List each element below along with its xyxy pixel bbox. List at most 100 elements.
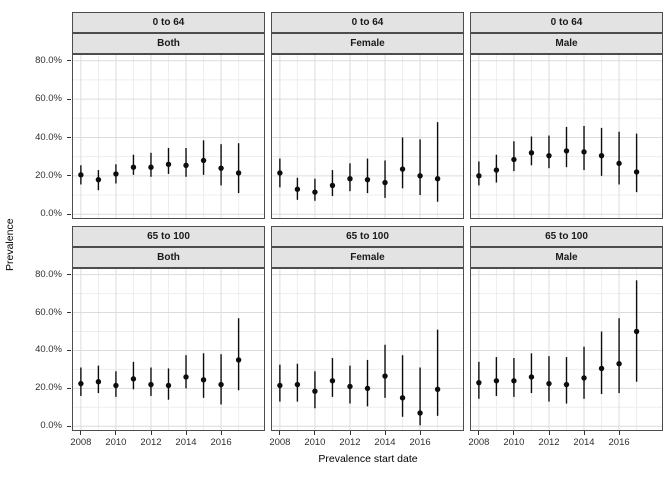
x-tick-mark	[115, 431, 117, 435]
x-tick-label: 2014	[573, 437, 595, 448]
y-tick-mark	[67, 425, 71, 427]
data-point	[277, 170, 283, 176]
y-tick-mark	[67, 349, 71, 351]
x-tick-label: 2012	[538, 437, 560, 448]
data-point	[235, 357, 242, 363]
data-point	[382, 373, 388, 379]
y-tick-mark	[67, 312, 71, 313]
x-tick-label: 2016	[409, 437, 431, 448]
x-tick-mark	[80, 431, 82, 435]
data-point	[183, 374, 189, 380]
data-point	[218, 165, 224, 171]
data-point	[511, 378, 517, 384]
y-tick-label: 60.0%	[35, 93, 62, 105]
y-tick-label: 80.0%	[35, 268, 62, 280]
x-tick-label: 2014	[374, 437, 396, 448]
panel-plot	[272, 269, 463, 430]
facet-panel-65to100-both	[72, 268, 265, 431]
y-tick-mark	[67, 213, 71, 215]
data-point	[434, 386, 441, 393]
data-point	[148, 164, 154, 170]
data-point	[546, 380, 552, 387]
data-point	[598, 365, 605, 372]
facet-strip-age-0to64-female: 0 to 64	[271, 12, 464, 33]
y-tick-label: 60.0%	[35, 306, 62, 318]
facet-strip-age-0to64-both: 0 to 64	[72, 12, 265, 33]
x-tick-mark	[220, 431, 222, 435]
data-point	[78, 380, 84, 387]
x-tick-mark	[314, 431, 316, 435]
x-tick-mark	[384, 431, 386, 435]
x-tick-label: 2012	[339, 437, 361, 448]
y-tick-mark	[67, 60, 71, 62]
x-tick-label: 2014	[175, 437, 197, 448]
x-tick-label: 2008	[468, 437, 490, 448]
data-point	[165, 161, 172, 168]
data-point	[581, 149, 587, 155]
data-point	[200, 377, 207, 383]
x-tick-label: 2010	[304, 437, 326, 448]
data-point	[277, 382, 283, 389]
panel-plot	[272, 55, 463, 218]
panel-plot	[471, 55, 662, 218]
data-point	[493, 167, 500, 173]
data-point	[476, 173, 482, 179]
y-tick-mark	[67, 274, 71, 276]
data-point	[633, 169, 640, 175]
data-point	[616, 361, 622, 367]
data-point	[511, 156, 517, 163]
data-point	[563, 381, 570, 388]
data-point	[148, 381, 154, 388]
y-tick-label: 20.0%	[35, 382, 62, 394]
data-point	[312, 189, 318, 195]
data-point	[434, 176, 441, 182]
data-point	[329, 378, 336, 384]
facet-strip-age-0to64-male: 0 to 64	[470, 12, 663, 33]
panel-plot	[73, 269, 264, 430]
data-point	[200, 157, 207, 164]
data-point	[329, 182, 336, 189]
x-tick-label: 2016	[608, 437, 630, 448]
data-point	[130, 376, 137, 382]
data-point	[399, 395, 406, 401]
x-tick-mark	[419, 431, 421, 435]
facet-strip-sex-male: Male	[470, 33, 663, 54]
data-point	[95, 176, 102, 183]
y-tick-label: 20.0%	[35, 169, 62, 181]
data-point	[364, 385, 371, 392]
facet-strip-sex-male-b: Male	[470, 247, 663, 268]
data-point	[563, 148, 570, 154]
y-tick-label: 40.0%	[35, 131, 62, 143]
data-point	[546, 152, 552, 159]
x-tick-label: 2008	[70, 437, 92, 448]
panel-plot	[73, 55, 264, 218]
x-tick-mark	[279, 431, 281, 435]
x-tick-label: 2012	[140, 437, 162, 448]
data-point	[78, 172, 84, 178]
y-tick-mark	[67, 175, 71, 177]
x-tick-mark	[185, 431, 187, 435]
facet-strip-sex-female: Female	[271, 33, 464, 54]
panel-plot	[471, 269, 662, 430]
y-tick-mark	[67, 387, 71, 389]
data-point	[382, 179, 388, 186]
data-point	[581, 375, 587, 381]
data-point	[417, 173, 423, 179]
y-tick-mark	[67, 98, 71, 100]
facet-panel-65to100-female	[271, 268, 464, 431]
data-point	[493, 378, 500, 384]
data-point	[364, 176, 371, 183]
facet-strip-sex-both-b: Both	[72, 247, 265, 268]
x-tick-mark	[583, 431, 585, 435]
data-point	[616, 160, 622, 167]
data-point	[294, 381, 301, 388]
x-axis-title: Prevalence start date	[318, 453, 418, 465]
data-point	[130, 164, 137, 170]
data-point	[476, 379, 482, 386]
x-tick-mark	[618, 431, 620, 435]
facet-strip-sex-female-b: Female	[271, 247, 464, 268]
y-tick-label: 0.0%	[40, 420, 62, 432]
x-tick-label: 2010	[503, 437, 525, 448]
y-tick-label: 80.0%	[35, 54, 62, 66]
